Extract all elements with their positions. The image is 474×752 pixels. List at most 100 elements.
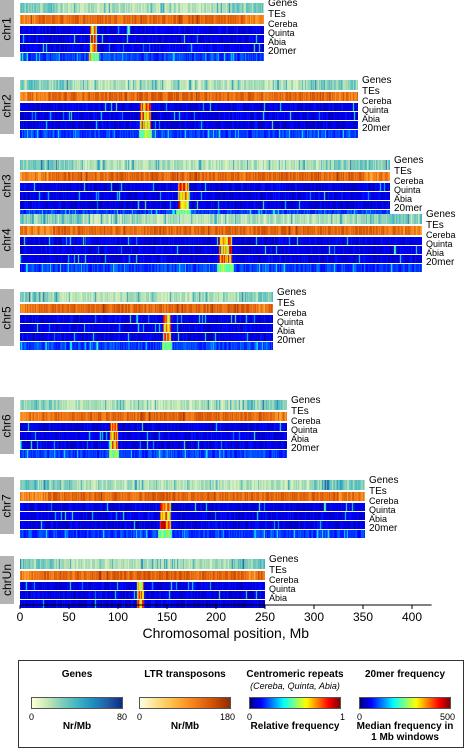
track-20mer: [20, 125, 358, 138]
track-quinta: [20, 507, 365, 520]
track-label: TEs: [277, 298, 295, 309]
track-genes: [20, 397, 287, 410]
track-quinta: [20, 187, 390, 200]
x-tick-label: 0: [17, 610, 24, 624]
legend-group: LTR transposons 0 180 Nr/Mb: [135, 669, 235, 732]
track-label: Quinta: [426, 239, 453, 249]
track-cereba: [20, 178, 390, 191]
track-label: 20mer: [362, 123, 391, 134]
track-cereba: [20, 98, 358, 111]
track-label: TEs: [369, 486, 387, 497]
x-tick-label: 150: [157, 610, 177, 624]
track-20mer: [20, 48, 264, 61]
track-label: Abia: [291, 434, 310, 444]
legend-unit: Median frequency in 1 Mb windows: [356, 721, 454, 743]
track-quinta: [20, 427, 287, 440]
track-label: Quinta: [369, 505, 396, 515]
track-label: Genes: [394, 155, 424, 166]
track-label: 20mer: [268, 46, 297, 57]
legend-title: LTR transposons: [144, 669, 226, 680]
track-label: Genes: [362, 75, 392, 86]
track-quinta: [20, 586, 265, 599]
track-label: Abia: [394, 194, 413, 204]
track-label: Cereba: [394, 176, 424, 186]
legend-colorbar: [139, 697, 231, 709]
chromosome-label: chr4: [0, 211, 14, 268]
x-axis: 0 50 100 150 200 250 300 350 400 Chromosomal posi…: [17, 604, 432, 641]
track-20mer: [20, 525, 365, 538]
legend-title: Centromeric repeats: [246, 669, 344, 680]
track-label: TEs: [269, 565, 287, 576]
legend-max: 500: [439, 712, 455, 722]
track-label: Cereba: [362, 96, 392, 106]
track-genes: [20, 157, 390, 170]
x-tick-label: 350: [353, 610, 373, 624]
legend-subtitle: (Cereba, Quinta, Abia): [250, 681, 340, 691]
x-tick-label: 400: [402, 610, 422, 624]
legend-colorbar: [31, 697, 123, 709]
track-label: Cereba: [269, 575, 299, 585]
track-label: TEs: [426, 220, 444, 231]
track-label: 20mer: [277, 335, 306, 346]
track-abia: [20, 436, 287, 449]
track-tes: [20, 168, 390, 181]
track-quinta: [20, 107, 358, 120]
chromosome-label: chr7: [0, 477, 14, 534]
legend-min: 0: [247, 712, 253, 722]
track-genes: [20, 556, 265, 569]
legend-unit: Nr/Mb: [62, 721, 92, 732]
legend-group: Genes 0 80 Nr/Mb: [27, 669, 127, 732]
track-tes: [20, 11, 264, 24]
legend: Genes 0 80 Nr/Mb LTR transposons 0 180 Nr/Mb Cen…: [18, 660, 464, 748]
track-label: 20mer: [291, 443, 320, 454]
track-cereba: [20, 418, 287, 431]
x-tick-label: 250: [255, 610, 275, 624]
legend-colorbar: [249, 697, 341, 709]
track-label: Cereba: [369, 496, 399, 506]
track-label: TEs: [291, 406, 309, 417]
track-label: 20mer: [426, 257, 455, 268]
track-cereba: [20, 498, 365, 511]
track-label: TEs: [362, 86, 380, 97]
track-label: Genes: [277, 287, 307, 298]
legend-min: 0: [357, 712, 363, 722]
track-label: TEs: [268, 9, 286, 20]
legend-title: 20mer frequency: [364, 669, 446, 680]
track-label: Genes: [426, 209, 456, 220]
track-genes: [20, 289, 273, 302]
track-abia: [20, 39, 264, 52]
track-label: Cereba: [426, 230, 456, 240]
legend-colorbar: [359, 697, 451, 709]
track-tes: [20, 567, 265, 580]
track-label: Genes: [268, 0, 298, 9]
track-abia: [20, 328, 273, 341]
track-label: Quinta: [291, 425, 318, 435]
track-label: Abia: [369, 514, 388, 524]
track-label: TEs: [394, 166, 412, 177]
track-label: Abia: [268, 37, 287, 47]
track-label: Cereba: [277, 308, 307, 318]
track-tes: [20, 408, 287, 421]
track-quinta: [20, 241, 422, 254]
chromosome-label: chr3: [0, 157, 14, 214]
legend-min: 0: [137, 712, 143, 722]
track-label: Genes: [291, 395, 321, 406]
x-tick-label: 50: [62, 610, 76, 624]
chromosome-label: chr1: [0, 0, 14, 57]
track-label: Quinta: [394, 185, 421, 195]
track-abia: [20, 196, 390, 209]
track-label: Quinta: [277, 317, 304, 327]
legend-max: 80: [116, 712, 127, 722]
track-abia: [20, 595, 265, 608]
track-20mer: [20, 337, 273, 350]
track-cereba: [20, 577, 265, 590]
x-tick-label: 100: [108, 610, 128, 624]
track-quinta: [20, 319, 273, 332]
legend-max: 180: [219, 712, 235, 722]
track-quinta: [20, 30, 264, 43]
track-cereba: [20, 21, 264, 34]
track-20mer: [20, 259, 422, 272]
track-genes: [20, 0, 264, 13]
track-label: 20mer: [369, 523, 398, 534]
